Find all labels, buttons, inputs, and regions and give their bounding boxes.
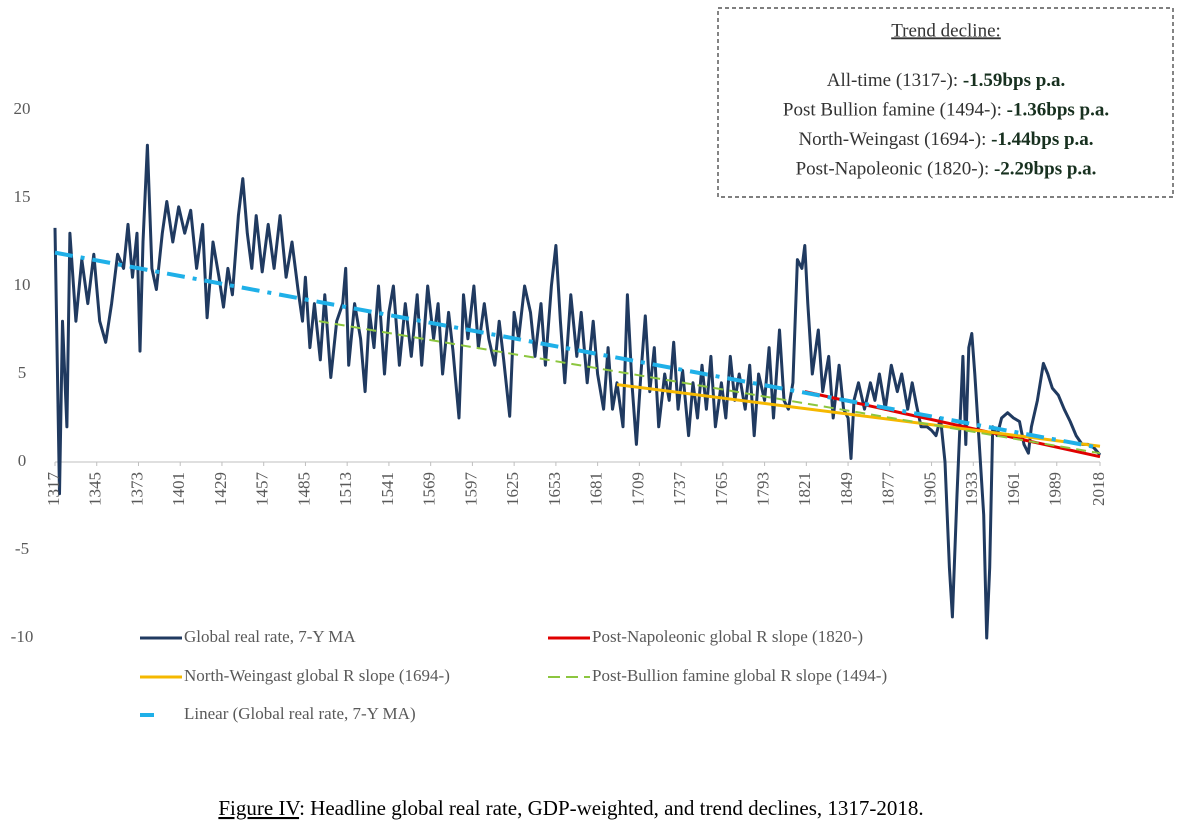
- annotation-value: -1.36bps p.a.: [1007, 100, 1109, 121]
- x-tick-label: 1905: [920, 472, 939, 506]
- legend-label: Post-Bullion famine global R slope (1494…: [592, 666, 887, 685]
- x-tick-label: 1597: [461, 472, 480, 507]
- annotation-value: -2.29bps p.a.: [994, 159, 1096, 180]
- annotation-label: Post-Napoleonic (1820-):: [796, 159, 994, 180]
- x-tick-label: 1485: [294, 472, 313, 506]
- x-tick-label: 1625: [503, 472, 522, 506]
- x-tick-label: 1849: [837, 472, 856, 506]
- annotation-line: North-Weingast (1694-): -1.44bps p.a.: [798, 129, 1093, 150]
- annotation-value: -1.44bps p.a.: [991, 129, 1093, 150]
- x-tick-label: 1345: [86, 472, 105, 506]
- x-tick-label: 1709: [628, 472, 647, 506]
- x-tick-label: 1681: [587, 472, 606, 506]
- series-line: [318, 320, 1101, 455]
- x-tick-label: 1737: [670, 472, 689, 507]
- series-line: [616, 383, 1101, 448]
- y-tick-label: 10: [14, 275, 31, 294]
- y-tick-label: 15: [14, 187, 31, 206]
- x-tick-label: 1793: [753, 472, 772, 506]
- x-tick-label: 1513: [336, 472, 355, 506]
- x-tick-label: 1541: [378, 472, 397, 506]
- annotation-label: North-Weingast (1694-):: [798, 129, 991, 150]
- annotation-box: [717, 7, 1174, 198]
- x-tick-label: 1429: [211, 472, 230, 506]
- annotation-title: Trend decline:: [891, 20, 1001, 41]
- y-tick-label: 20: [14, 99, 31, 118]
- x-tick-label: 1961: [1004, 472, 1023, 506]
- caption-label: Figure IV: [218, 796, 300, 820]
- annotation-label: Post Bullion famine (1494-):: [783, 100, 1007, 121]
- series-line: [53, 143, 1102, 640]
- x-tick-label: 1933: [962, 472, 981, 506]
- x-tick-label: 1401: [169, 472, 188, 506]
- legend-label: Linear (Global real rate, 7-Y MA): [184, 704, 416, 723]
- caption-text: : Headline global real rate, GDP-weighte…: [299, 796, 924, 820]
- y-tick-label: -10: [11, 627, 34, 646]
- x-tick-label: 1989: [1046, 472, 1065, 506]
- y-tick-label: 5: [18, 363, 27, 382]
- annotation-line: All-time (1317-): -1.59bps p.a.: [827, 70, 1066, 91]
- x-tick-label: 1765: [712, 472, 731, 506]
- legend-label: Post-Napoleonic global R slope (1820-): [592, 627, 863, 646]
- y-tick-label: -5: [15, 539, 29, 558]
- x-tick-label: 1821: [795, 472, 814, 506]
- annotation-line: Post Bullion famine (1494-): -1.36bps p.…: [783, 100, 1109, 121]
- plot: [53, 143, 1102, 640]
- annotation-line: Post-Napoleonic (1820-): -2.29bps p.a.: [796, 159, 1097, 180]
- x-tick-label: 2018: [1089, 472, 1108, 506]
- x-tick-label: 1373: [127, 472, 146, 506]
- annotation-label: All-time (1317-):: [827, 70, 963, 91]
- series-line: [54, 250, 1101, 450]
- legend-label: Global real rate, 7-Y MA: [184, 627, 356, 646]
- annotation-lines: All-time (1317-): -1.59bps p.a. Post Bull…: [783, 70, 1109, 180]
- x-tick-label: 1569: [420, 472, 439, 506]
- x-tick-label: 1317: [44, 472, 63, 507]
- x-tick-label: 1877: [879, 472, 898, 507]
- x-tick-label: 1653: [545, 472, 564, 506]
- legend-label: North-Weingast global R slope (1694-): [184, 666, 450, 685]
- y-tick-label: 0: [18, 451, 27, 470]
- caption: Figure IV: Headline global real rate, GD…: [218, 796, 923, 820]
- x-tick-label: 1457: [253, 472, 272, 507]
- legend: Global real rate, 7-Y MA Post-Napoleonic …: [140, 627, 887, 723]
- annotation-value: -1.59bps p.a.: [963, 70, 1065, 91]
